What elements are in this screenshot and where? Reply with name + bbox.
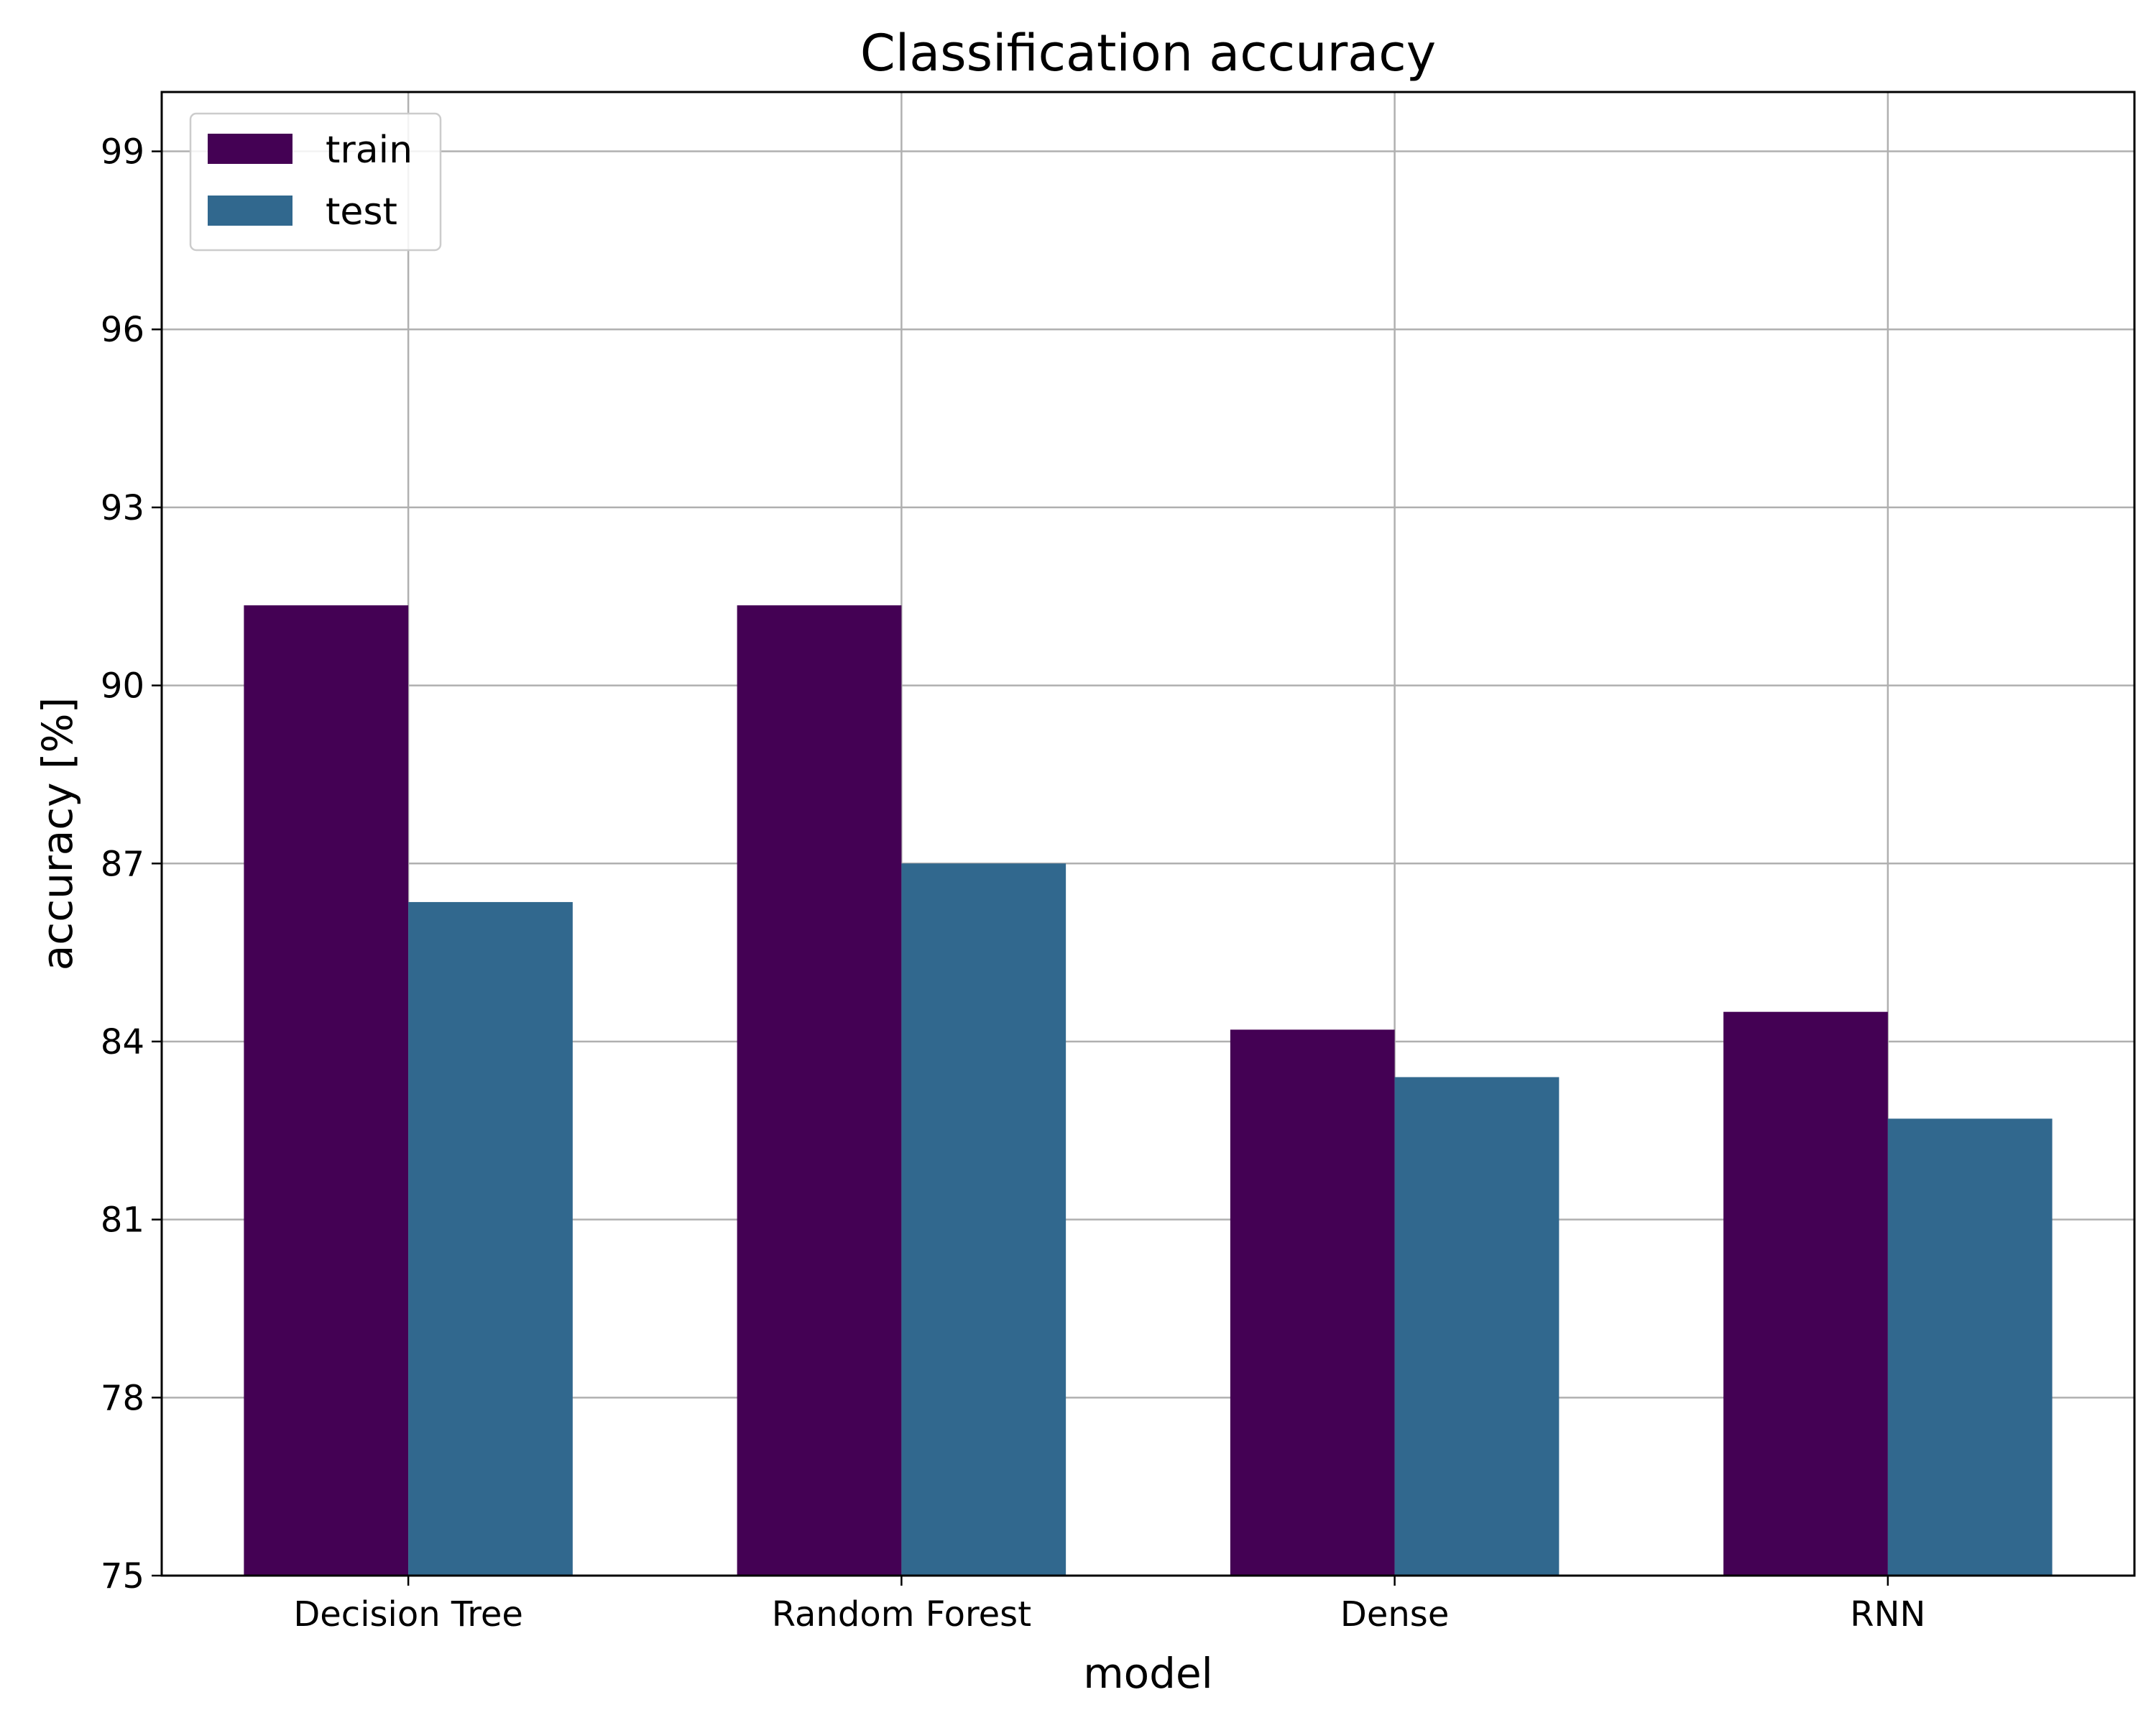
y-tick-label: 81 — [101, 1200, 144, 1241]
x-tick-label: Random Forest — [772, 1594, 1031, 1635]
y-tick-label: 84 — [101, 1022, 144, 1062]
legend-label-test: test — [326, 190, 397, 234]
y-tick-label: 93 — [101, 488, 144, 528]
y-tick-label: 75 — [101, 1556, 144, 1596]
x-axis: Decision Tree Random Forest Dense RNN — [293, 1576, 1925, 1635]
bar-train — [1230, 1029, 1395, 1576]
bar-train — [244, 605, 409, 1576]
y-tick-label: 87 — [101, 844, 144, 884]
bar-test — [1887, 1118, 2053, 1576]
y-tick-label: 96 — [101, 310, 144, 350]
x-tick-label: Dense — [1340, 1594, 1449, 1635]
x-axis-label: model — [1083, 1649, 1213, 1698]
legend-swatch-train — [208, 134, 292, 164]
plot-frame — [160, 91, 2136, 1577]
legend-swatch-test — [208, 196, 292, 226]
y-axis-label: accuracy [%] — [33, 697, 82, 970]
y-tick-label: 99 — [101, 132, 144, 173]
x-tick-label: RNN — [1850, 1594, 1925, 1635]
bar-train — [1723, 1011, 1888, 1576]
bar-test — [1394, 1077, 1560, 1576]
legend: train test — [189, 112, 442, 252]
bar-test — [408, 901, 573, 1576]
x-tick-label: Decision Tree — [293, 1594, 523, 1635]
chart-title: Classification accuracy — [860, 24, 1436, 83]
bars — [244, 605, 2053, 1576]
bar-test — [901, 863, 1067, 1576]
bar-train — [737, 605, 902, 1576]
y-tick-label: 78 — [101, 1378, 144, 1418]
legend-label-train: train — [326, 129, 413, 172]
y-axis: 75 78 81 84 87 90 93 96 99 — [101, 132, 162, 1596]
y-tick-label: 90 — [101, 666, 144, 707]
